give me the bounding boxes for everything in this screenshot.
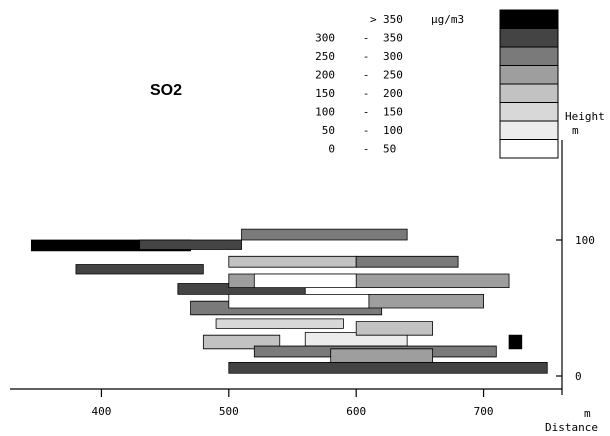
legend-swatch bbox=[499, 120, 559, 140]
plume-band bbox=[355, 321, 434, 336]
plume-band bbox=[75, 264, 204, 275]
legend-hi: 50 bbox=[383, 143, 396, 156]
legend-gt: > bbox=[370, 13, 377, 26]
plume-band bbox=[508, 334, 523, 350]
plume-band bbox=[253, 273, 357, 289]
legend-swatch bbox=[499, 9, 559, 29]
legend: >350300-350250-300200-250150-200100-1505… bbox=[315, 9, 559, 159]
legend-swatch bbox=[499, 139, 559, 159]
y-axis-unit: m bbox=[572, 124, 579, 137]
legend-lo: 200 bbox=[315, 69, 335, 82]
legend-hi: 350 bbox=[383, 13, 403, 26]
legend-hi: 150 bbox=[383, 106, 403, 119]
plume-band bbox=[241, 228, 408, 241]
y-tick-label: 0 bbox=[575, 370, 582, 383]
legend-swatch bbox=[499, 28, 559, 48]
x-tick-label: 500 bbox=[219, 405, 239, 418]
legend-swatch bbox=[499, 65, 559, 85]
x-tick-label: 600 bbox=[346, 405, 366, 418]
legend-dash: - bbox=[363, 124, 370, 137]
legend-dash: - bbox=[363, 50, 370, 63]
plume-band bbox=[368, 293, 484, 309]
legend-hi: 100 bbox=[383, 124, 403, 137]
legend-lo: 250 bbox=[315, 50, 335, 63]
x-axis: 400 500 600 700 bbox=[10, 388, 562, 418]
y-axis: 0 100 bbox=[556, 140, 595, 395]
x-axis-unit: m bbox=[584, 407, 591, 420]
plume-band bbox=[330, 348, 434, 363]
legend-lo: 50 bbox=[322, 124, 335, 137]
plume-band bbox=[355, 255, 459, 268]
legend-lo: 300 bbox=[315, 32, 335, 45]
legend-hi: 300 bbox=[383, 50, 403, 63]
legend-dash: - bbox=[363, 106, 370, 119]
legend-dash: - bbox=[363, 143, 370, 156]
legend-lo: 0 bbox=[328, 143, 335, 156]
legend-swatch bbox=[499, 83, 559, 103]
y-tick-label: 100 bbox=[575, 234, 595, 247]
legend-hi: 250 bbox=[383, 69, 403, 82]
x-tick-label: 400 bbox=[91, 405, 111, 418]
legend-dash: - bbox=[363, 69, 370, 82]
legend-hi: 350 bbox=[383, 32, 403, 45]
legend-dash: - bbox=[363, 32, 370, 45]
legend-dash: - bbox=[363, 87, 370, 100]
legend-swatch bbox=[499, 102, 559, 122]
x-axis-label: Distance bbox=[545, 421, 598, 434]
legend-units: µg/m3 bbox=[431, 13, 464, 26]
plume-band bbox=[215, 318, 344, 329]
plume-band bbox=[228, 293, 370, 309]
legend-lo: 100 bbox=[315, 106, 335, 119]
legend-swatch bbox=[499, 46, 559, 66]
plumes-layer bbox=[30, 228, 548, 374]
y-axis-label: Height bbox=[565, 110, 605, 123]
x-tick-label: 700 bbox=[474, 405, 494, 418]
plume-band bbox=[228, 255, 357, 268]
plume-band bbox=[139, 239, 242, 250]
plume-band bbox=[228, 361, 548, 374]
legend-lo: 150 bbox=[315, 87, 335, 100]
chart-title: SO2 bbox=[150, 82, 182, 99]
legend-hi: 200 bbox=[383, 87, 403, 100]
